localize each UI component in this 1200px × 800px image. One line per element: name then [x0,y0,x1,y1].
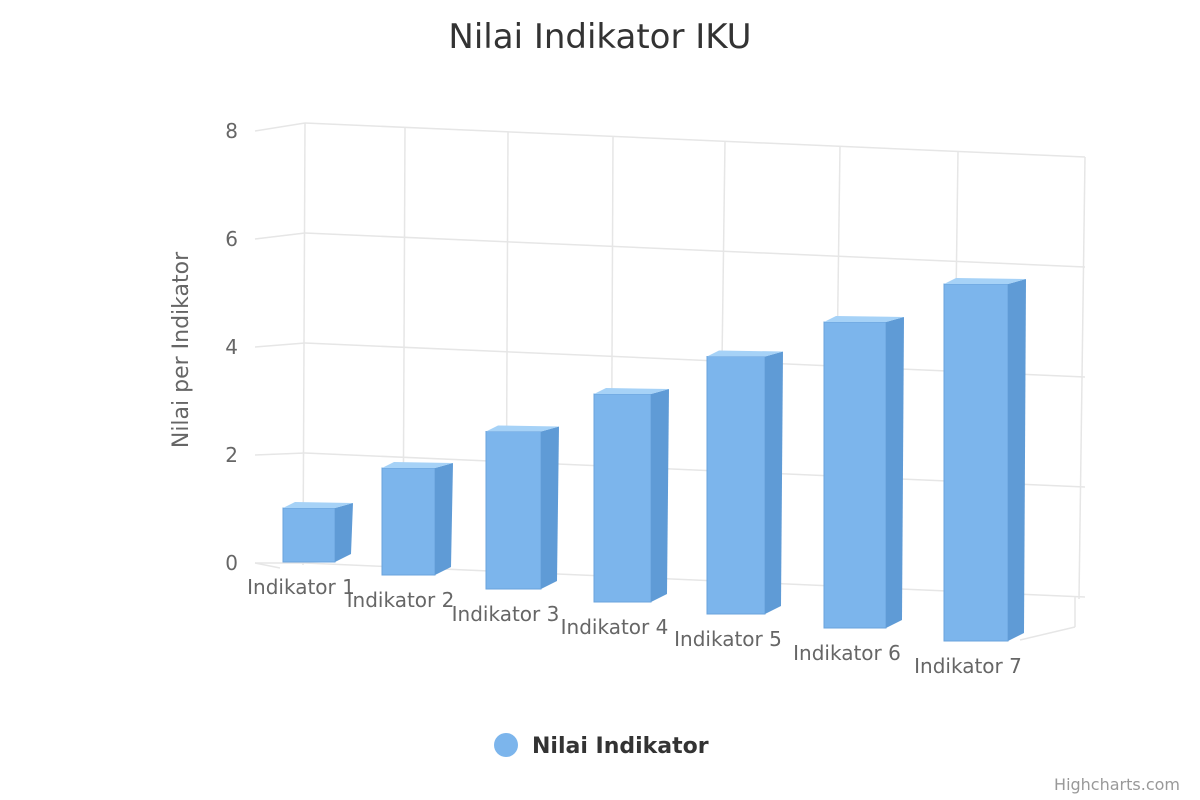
grid-line [254,122,306,132]
bar-top [283,502,353,508]
bar-side [886,317,904,628]
grid-line [1078,156,1086,600]
bar-top [486,425,559,432]
bar[interactable] [381,462,453,576]
bar-front [706,356,766,615]
y-tick-label: 8 [225,119,238,143]
grid-line [302,122,306,566]
grid-line [304,122,1086,158]
x-tick-label: Indikator 2 [347,588,455,612]
y-axis-label: Nilai per Indikator [169,251,194,448]
bar-side [335,503,353,562]
legend[interactable]: Nilai Indikator [494,733,709,759]
bar[interactable] [943,278,1026,642]
legend-series-label[interactable]: Nilai Indikator [532,734,709,759]
y-tick-label: 0 [225,551,238,575]
y-axis-ticks: 0 2 4 6 8 [225,119,238,575]
grid-line [254,562,281,569]
x-tick-label: Indikator 4 [561,615,669,639]
x-tick-label: Indikator 5 [674,627,782,651]
legend-marker-icon [494,733,518,757]
bar[interactable] [823,316,904,629]
credits-link[interactable]: Highcharts.com [1054,775,1180,794]
bar-top [382,462,453,468]
grid-line [254,342,306,348]
x-tick-label: Indikator 7 [914,654,1022,678]
bar[interactable] [282,502,353,563]
bar-top [944,278,1026,284]
bar-top [707,350,783,357]
chart-title: Nilai Indikator IKU [448,17,751,57]
bar-top [594,388,669,394]
grid-line [304,232,1086,268]
bar-side [435,463,453,575]
x-tick-label: Indikator 6 [793,641,901,665]
x-tick-label: Indikator 1 [247,575,355,599]
bar-front [593,393,652,603]
bar-side [1008,279,1026,641]
bar-top [824,316,904,322]
bar-front [282,507,336,563]
grid-line [254,232,306,240]
bar-front [823,321,887,629]
grid-line [254,452,306,456]
bar-side [541,426,559,589]
bar[interactable] [593,388,669,603]
bar-front [485,431,542,590]
y-tick-label: 2 [225,443,238,467]
bar[interactable] [485,425,559,590]
bars [282,278,1026,642]
y-tick-label: 6 [225,227,238,251]
bar[interactable] [706,350,783,615]
grid-line [1019,626,1076,641]
y-tick-label: 4 [225,335,238,359]
bar-front [943,283,1009,642]
bar-front [381,467,436,576]
x-tick-label: Indikator 3 [452,602,560,626]
bar-side [651,389,669,602]
bar-side [765,351,783,614]
